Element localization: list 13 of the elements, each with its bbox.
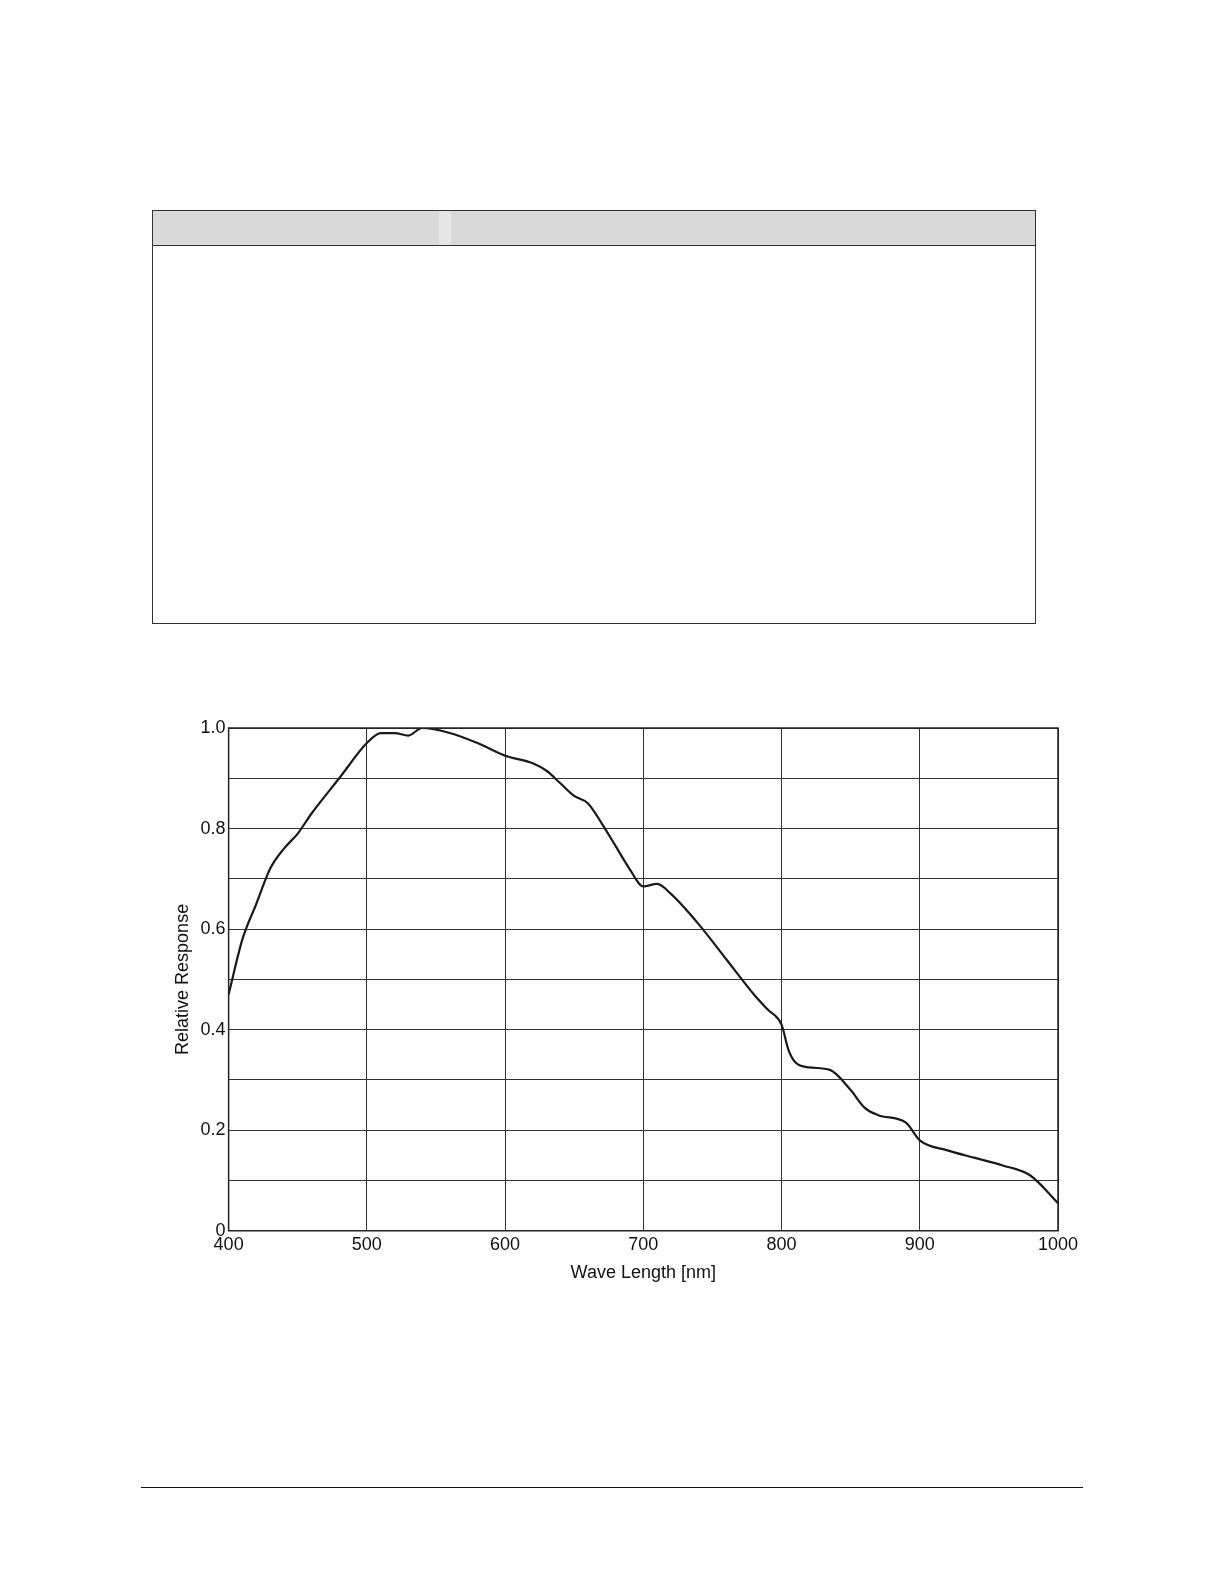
- x-tick-label: 500: [351, 1233, 382, 1254]
- x-tick-label: 1000: [1037, 1233, 1079, 1254]
- y-tick-label: 0.6: [200, 918, 226, 939]
- x-tick-label: 900: [904, 1233, 935, 1254]
- x-axis-title: Wave Length [nm]: [570, 1262, 717, 1283]
- y-axis-title: Relative Response: [171, 903, 192, 1055]
- x-tick-label: 600: [490, 1233, 521, 1254]
- y-tick-label: 0.8: [200, 817, 226, 838]
- x-tick-label: 700: [628, 1233, 659, 1254]
- x-tick-label: 800: [766, 1233, 797, 1254]
- y-tick-label: 0.4: [200, 1018, 226, 1039]
- y-tick-label: 0.2: [200, 1119, 226, 1140]
- y-tick-label: 1.0: [200, 716, 226, 737]
